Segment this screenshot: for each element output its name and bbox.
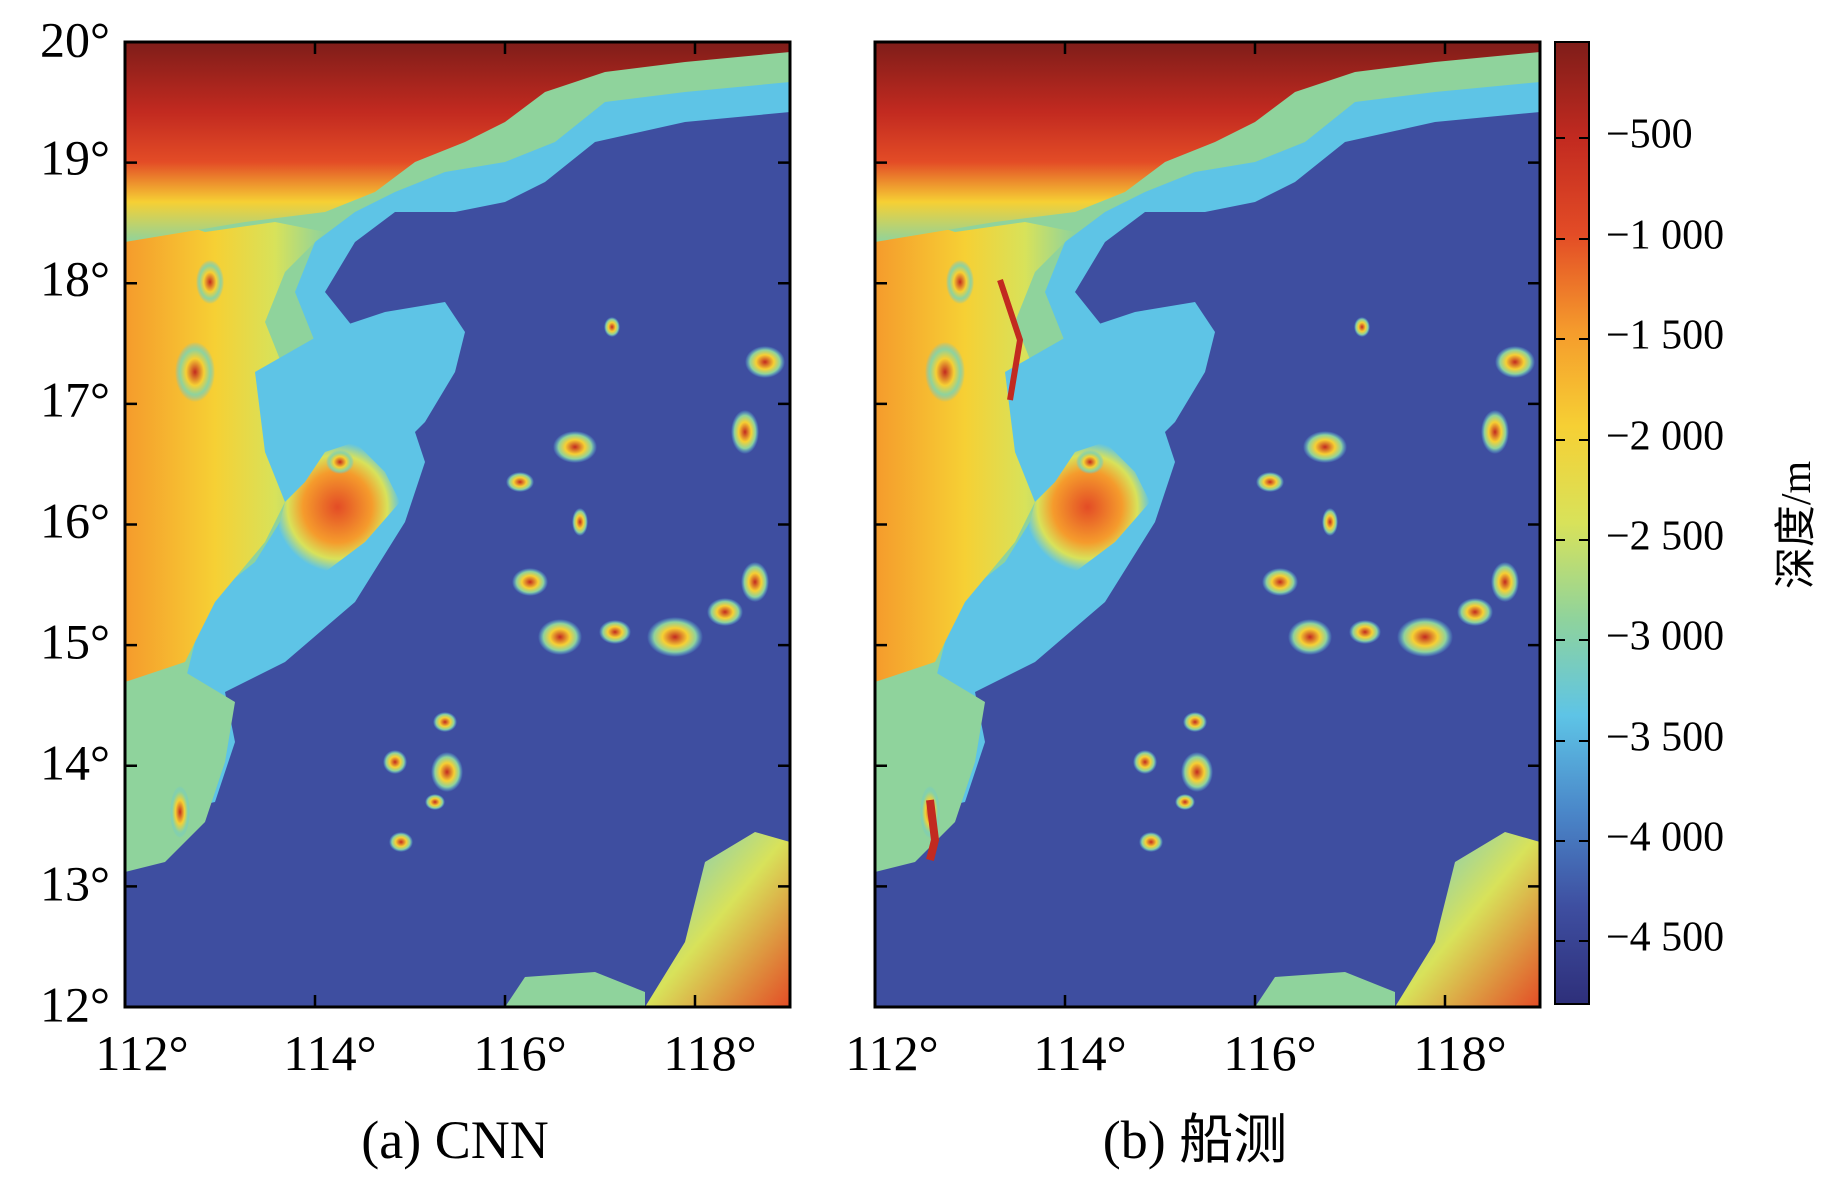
y-tick-label: 16° bbox=[40, 492, 110, 548]
x-tick-label: 116° bbox=[473, 1025, 566, 1081]
colorbar-tick-label: −4 000 bbox=[1606, 815, 1724, 861]
y-tick-label: 14° bbox=[40, 734, 110, 790]
panel-a-map bbox=[123, 40, 792, 1009]
y-tick-label: 19° bbox=[40, 129, 110, 185]
colorbar-ticks bbox=[1555, 137, 1589, 942]
panel-a-caption: (a) CNN bbox=[361, 1110, 548, 1170]
x-tick-labels-b: 112° 114° 116° 118° bbox=[845, 1025, 1506, 1081]
colorbar-tick-label: −1 000 bbox=[1606, 213, 1724, 259]
x-tick-label: 118° bbox=[663, 1025, 756, 1081]
y-tick-label: 13° bbox=[40, 855, 110, 911]
colorbar-gradient bbox=[1554, 41, 1590, 1005]
x-tick-label: 118° bbox=[1413, 1025, 1506, 1081]
colorbar-tick-label: −1 500 bbox=[1606, 313, 1724, 359]
x-tick-label: 112° bbox=[95, 1025, 188, 1081]
axis-ticks bbox=[123, 40, 1540, 1009]
colorbar-tick-label: −3 000 bbox=[1606, 614, 1724, 660]
panel-b-caption: (b) 船测 bbox=[1103, 1110, 1287, 1170]
y-tick-label: 20° bbox=[40, 11, 110, 67]
colorbar-tick-label: −4 500 bbox=[1606, 915, 1724, 961]
x-tick-label: 114° bbox=[1033, 1025, 1126, 1081]
y-tick-labels: 12° 13° 14° 15° 16° 17° 18° 19° 20° bbox=[40, 11, 110, 1032]
y-tick-label: 12° bbox=[40, 976, 110, 1032]
x-tick-label: 114° bbox=[283, 1025, 376, 1081]
y-tick-label: 15° bbox=[40, 613, 110, 669]
y-tick-label: 17° bbox=[40, 371, 110, 427]
x-tick-labels-a: 112° 114° 116° 118° bbox=[95, 1025, 756, 1081]
colorbar-tick-label: −2 000 bbox=[1606, 414, 1724, 460]
colorbar-tick-label: −2 500 bbox=[1606, 514, 1724, 560]
colorbar-title: 深度/m bbox=[1774, 461, 1820, 590]
colorbar-tick-label: −500 bbox=[1606, 112, 1693, 158]
x-tick-label: 116° bbox=[1223, 1025, 1316, 1081]
x-tick-label: 112° bbox=[845, 1025, 938, 1081]
colorbar: −500 −1 000 −1 500 −2 000 −2 500 −3 000 … bbox=[1554, 41, 1820, 1005]
panel-b-map bbox=[873, 40, 1542, 1009]
colorbar-tick-label: −3 500 bbox=[1606, 715, 1724, 761]
y-tick-label: 18° bbox=[40, 250, 110, 306]
